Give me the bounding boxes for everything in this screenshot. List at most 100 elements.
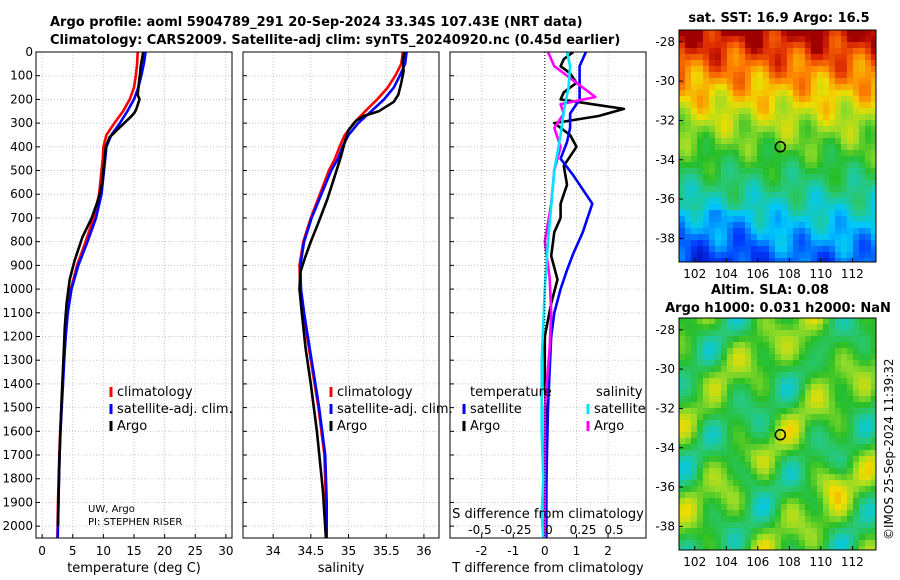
map-cell	[835, 348, 842, 355]
map-cell	[817, 90, 824, 97]
legend-title-salinity: salinity	[596, 385, 643, 400]
map-cell	[727, 384, 734, 391]
map-cell	[745, 132, 752, 139]
map-cell	[727, 354, 734, 361]
map-cell	[679, 222, 686, 229]
map-cell	[853, 120, 860, 127]
map-cell	[721, 108, 728, 115]
map-cell	[823, 468, 830, 475]
map-cell	[697, 432, 704, 439]
map-cell	[691, 324, 698, 331]
map-cell	[781, 210, 788, 217]
map-cell	[853, 204, 860, 211]
map-cell	[781, 198, 788, 205]
map-cell	[739, 444, 746, 451]
map-cell	[763, 240, 770, 247]
map-cell	[823, 234, 830, 241]
map-cell	[787, 504, 794, 511]
map-cell	[733, 390, 740, 397]
map-cell	[793, 330, 800, 337]
map-cell	[721, 192, 728, 199]
map-y-tick-label: -28	[655, 35, 675, 49]
map-cell	[769, 480, 776, 487]
map-cell	[805, 168, 812, 175]
map-cell	[871, 114, 876, 121]
map-cell	[811, 420, 818, 427]
map-cell	[787, 162, 794, 169]
map-cell	[733, 30, 740, 37]
map-cell	[799, 204, 806, 211]
map-cell	[823, 54, 830, 61]
map-cell	[697, 546, 704, 550]
map-cell	[691, 54, 698, 61]
map-cell	[781, 150, 788, 157]
map-cell	[727, 192, 734, 199]
map-cell	[775, 78, 782, 85]
map-cell	[835, 546, 842, 550]
map-cell	[697, 84, 704, 91]
map-cell	[715, 210, 722, 217]
map-cell	[799, 180, 806, 187]
map-cell	[781, 498, 788, 505]
map-cell	[703, 150, 710, 157]
map-cell	[739, 90, 746, 97]
panel-frame	[449, 51, 647, 539]
map-cell	[697, 144, 704, 151]
map-cell	[865, 102, 872, 109]
map-cell	[775, 456, 782, 463]
map-cell	[817, 168, 824, 175]
map-cell	[769, 222, 776, 229]
map-cell	[847, 348, 854, 355]
map-cell	[841, 66, 848, 73]
map-cell	[871, 546, 876, 550]
map-cell	[793, 192, 800, 199]
map-cell	[787, 462, 794, 469]
map-cell	[745, 42, 752, 49]
map-cell	[805, 372, 812, 379]
map-cell	[853, 318, 860, 325]
map-cell	[769, 360, 776, 367]
map-cell	[733, 426, 740, 433]
map-cell	[751, 36, 758, 43]
map-cell	[829, 540, 836, 547]
map-cell	[715, 522, 722, 529]
map-cell	[757, 138, 764, 145]
map-cell	[703, 174, 710, 181]
map-cell	[781, 240, 788, 247]
map-cell	[745, 432, 752, 439]
map-cell	[733, 48, 740, 55]
map-cell	[871, 324, 876, 331]
map-cell	[829, 330, 836, 337]
map-cell	[871, 318, 876, 325]
map-cell	[703, 138, 710, 145]
map-cell	[763, 126, 770, 133]
map-cell	[781, 90, 788, 97]
map-cell	[727, 378, 734, 385]
map-cell	[751, 372, 758, 379]
map-cell	[763, 192, 770, 199]
map-cell	[757, 186, 764, 193]
map-cell	[823, 402, 830, 409]
map-cell	[715, 246, 722, 253]
map-cell	[703, 132, 710, 139]
map-cell	[817, 456, 824, 463]
map-cell	[847, 90, 854, 97]
map-cell	[727, 420, 734, 427]
map-cell	[727, 546, 734, 550]
map-cell	[715, 120, 722, 127]
map-cell	[823, 522, 830, 529]
map-cell	[703, 258, 710, 262]
map-cell	[763, 450, 770, 457]
map-cell	[715, 378, 722, 385]
map-cell	[715, 360, 722, 367]
map-cell	[805, 78, 812, 85]
map-cell	[685, 396, 692, 403]
map-cell	[691, 450, 698, 457]
s-tick-label: 0	[545, 523, 553, 537]
map-cell	[721, 84, 728, 91]
map-cell	[829, 408, 836, 415]
map-cell	[691, 186, 698, 193]
map-cell	[787, 36, 794, 43]
map-cell	[871, 138, 876, 145]
map-cell	[685, 144, 692, 151]
